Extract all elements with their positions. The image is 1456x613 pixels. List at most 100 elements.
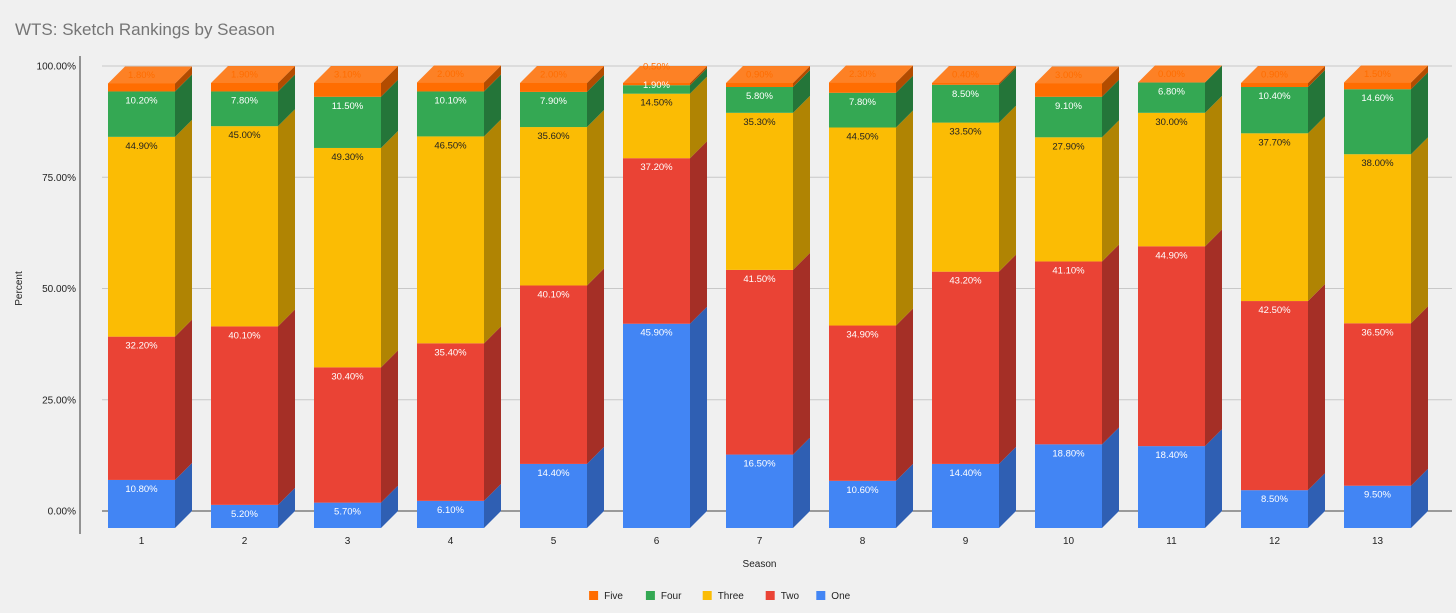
bar-two <box>623 158 690 324</box>
bar-side-four <box>690 68 707 94</box>
bar-side-five <box>1308 66 1325 88</box>
data-label: 14.50% <box>640 98 673 109</box>
bar-side-five <box>690 66 707 86</box>
legend-label-one: One <box>831 591 850 602</box>
data-label: 35.60% <box>537 131 570 142</box>
bar-side-five <box>896 65 913 93</box>
x-tick-label: 3 <box>345 536 351 547</box>
data-label: 10.80% <box>125 484 158 495</box>
data-label: 1.90% <box>231 70 258 81</box>
data-label: 18.80% <box>1052 448 1085 459</box>
bar-three <box>623 93 690 159</box>
bar-four <box>829 92 896 128</box>
legend-label-four: Four <box>661 591 682 602</box>
bar-side-three <box>484 119 501 344</box>
bar-side-one <box>896 463 913 528</box>
bar-side-one <box>484 483 501 528</box>
bar-four <box>1344 89 1411 155</box>
data-label: 44.90% <box>1155 250 1188 261</box>
legend-swatch-four <box>645 591 655 600</box>
data-label: 16.50% <box>743 459 776 470</box>
legend-label-three: Three <box>718 591 745 602</box>
legend: Five Four Three Two One <box>589 591 851 602</box>
bar-four <box>108 91 175 137</box>
bar-two <box>1344 323 1411 486</box>
bar-five <box>1035 83 1102 97</box>
bar-side-two <box>381 350 398 503</box>
bar-side-one <box>175 462 192 528</box>
chart-title: WTS: Sketch Rankings by Season <box>15 20 275 39</box>
data-label: 30.40% <box>331 371 364 382</box>
data-label: 33.50% <box>949 127 982 138</box>
legend-swatch-two <box>765 591 775 600</box>
bar-five <box>829 82 896 93</box>
bar-side-one <box>278 487 295 528</box>
bar-side-four <box>793 70 810 113</box>
bar-side-four <box>1411 72 1428 155</box>
bar-side-one <box>690 306 707 528</box>
data-label: 7.80% <box>231 95 258 106</box>
y-tick-label: 25.00% <box>42 395 76 406</box>
bar-two <box>211 326 278 505</box>
bar-side-five <box>1411 65 1428 90</box>
bar-side-three <box>1308 116 1325 302</box>
bar-three <box>314 147 381 368</box>
data-label: 6.10% <box>437 505 464 516</box>
bar-three <box>1138 112 1205 247</box>
bar-one <box>108 479 175 528</box>
data-label: 8.50% <box>1261 494 1288 505</box>
bar-top-face <box>829 65 913 83</box>
bar-one <box>314 502 381 528</box>
bar-four <box>417 91 484 137</box>
data-label: 43.20% <box>949 276 982 287</box>
bar-side-two <box>1308 284 1325 491</box>
data-label: 1.50% <box>1364 69 1391 80</box>
x-tick-label: 6 <box>654 536 660 547</box>
x-tick-label: 13 <box>1372 536 1384 547</box>
bar-side-one <box>793 437 810 528</box>
data-label: 42.50% <box>1258 305 1291 316</box>
bar-side-five <box>175 66 192 92</box>
bar-four <box>314 96 381 148</box>
data-label: 10.40% <box>1258 91 1291 102</box>
x-tick-label: 12 <box>1269 536 1281 547</box>
data-labels: 10.80% 32.20% 44.90% 10.20% 1.80% 5.20% 40.10%… <box>125 62 1394 520</box>
bar-side-four <box>1102 79 1119 138</box>
bar-side-three <box>381 130 398 368</box>
bar-two <box>520 285 587 464</box>
bar-side-one <box>1102 427 1119 528</box>
bar-side-three <box>999 105 1016 272</box>
x-axis-title: Season <box>743 559 777 570</box>
legend-label-five: Five <box>604 591 623 602</box>
bar-five <box>1344 82 1411 90</box>
legend-swatch-one <box>816 591 826 600</box>
bar-side-four <box>175 74 192 137</box>
bar-four <box>932 84 999 123</box>
y-axis-title: Percent <box>14 271 25 306</box>
bar-side-three <box>587 110 604 286</box>
data-label: 1.80% <box>128 70 155 81</box>
data-label: 30.00% <box>1155 117 1188 128</box>
x-tick-label: 9 <box>963 536 969 547</box>
legend-swatch-three <box>702 591 712 600</box>
y-tick-label: 100.00% <box>37 62 77 73</box>
data-label: 0.40% <box>952 70 979 81</box>
legend-swatch-five <box>589 591 599 600</box>
data-label: 7.90% <box>540 96 567 107</box>
bar-side-three <box>278 109 295 327</box>
bar-side-two <box>278 309 295 505</box>
x-tick-label: 4 <box>448 536 454 547</box>
bar-three <box>1241 133 1308 302</box>
data-label: 10.20% <box>125 95 158 106</box>
bar-top-face <box>623 66 707 83</box>
data-label: 7.80% <box>849 97 876 108</box>
data-label: 18.40% <box>1155 450 1188 461</box>
data-label: 32.20% <box>125 341 158 352</box>
bar-side-two <box>896 308 913 481</box>
bar-side-five <box>587 66 604 92</box>
legend-label-two: Two <box>781 591 800 602</box>
bar-five <box>211 83 278 92</box>
bar-four <box>211 91 278 127</box>
data-label: 37.20% <box>640 162 673 173</box>
x-tick-label: 1 <box>139 536 145 547</box>
